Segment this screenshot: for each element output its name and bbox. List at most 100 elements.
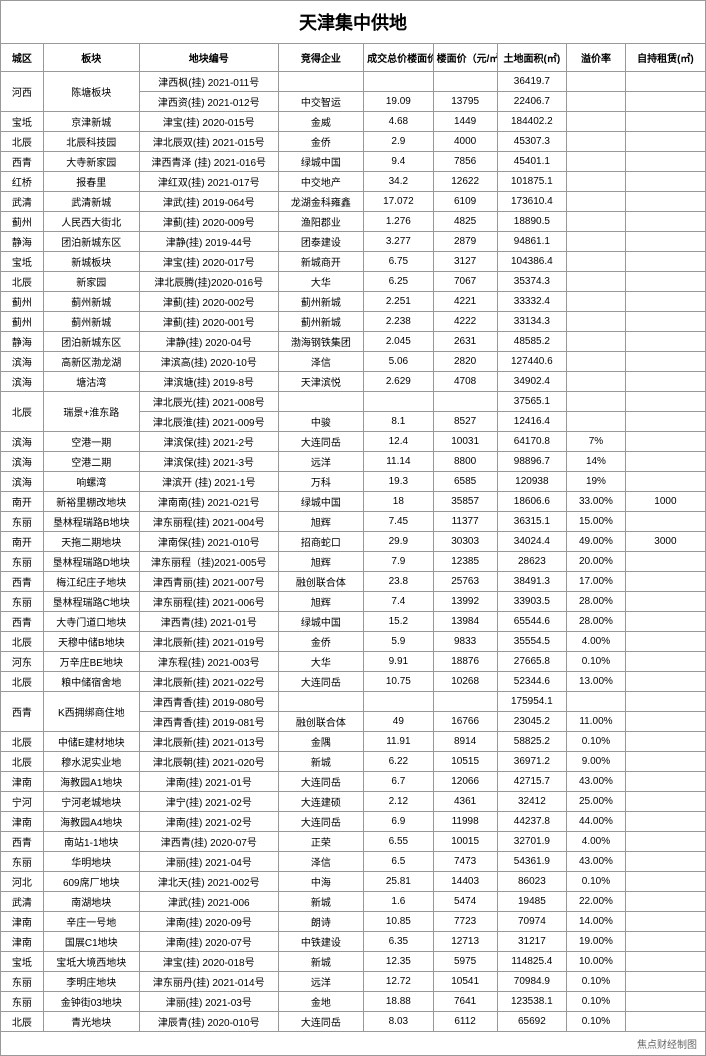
table-cell: 津北辰淮(挂) 2021-009号 — [139, 412, 278, 432]
table-cell: 18 — [364, 492, 433, 512]
table-cell: 7.9 — [364, 552, 433, 572]
table-cell: 0.10% — [567, 872, 626, 892]
table-cell: 大连同岳 — [278, 812, 363, 832]
table-cell: 李明庄地块 — [43, 972, 139, 992]
table-cell: 2.629 — [364, 372, 433, 392]
table-cell: 天拖二期地块 — [43, 532, 139, 552]
table-cell — [567, 392, 626, 412]
table-cell: 0.10% — [567, 972, 626, 992]
table-cell: 6109 — [433, 192, 497, 212]
table-cell: 33332.4 — [497, 292, 566, 312]
table-cell: 5975 — [433, 952, 497, 972]
table-cell — [625, 712, 705, 732]
table-cell: 津辰青(挂) 2020-010号 — [139, 1012, 278, 1032]
table-row: 滨海空港一期津滨保(挂) 2021-2号大连同岳12.41003164170.8… — [1, 432, 706, 452]
table-cell: 10541 — [433, 972, 497, 992]
table-cell: 津滨高(挂) 2020-10号 — [139, 352, 278, 372]
table-row: 蓟州蓟州新城津蓟(挂) 2020-002号蓟州新城2.251422133332.… — [1, 292, 706, 312]
table-cell — [625, 252, 705, 272]
table-cell: 9.91 — [364, 652, 433, 672]
table-cell: 北辰 — [1, 132, 44, 152]
table-cell: 45307.3 — [497, 132, 566, 152]
table-cell — [567, 192, 626, 212]
table-cell: 11.91 — [364, 732, 433, 752]
table-cell: 3127 — [433, 252, 497, 272]
table-cell: 津滨保(挂) 2021-3号 — [139, 452, 278, 472]
table-cell: 44.00% — [567, 812, 626, 832]
table-cell: 东丽 — [1, 552, 44, 572]
table-row: 东丽垦林程瑞路C地块津东丽程(挂) 2021-006号旭辉7.413992339… — [1, 592, 706, 612]
table-cell: 3000 — [625, 532, 705, 552]
table-cell — [567, 292, 626, 312]
table-cell: 8914 — [433, 732, 497, 752]
table-cell — [625, 752, 705, 772]
table-cell: 4361 — [433, 792, 497, 812]
table-cell: 滨海 — [1, 352, 44, 372]
table-cell: 津武(挂) 2021-006 — [139, 892, 278, 912]
table-cell: 津西枫(挂) 2021-011号 — [139, 72, 278, 92]
table-cell: 红桥 — [1, 172, 44, 192]
table-cell: 18606.6 — [497, 492, 566, 512]
table-cell: 11.14 — [364, 452, 433, 472]
table-cell: 津滨保(挂) 2021-2号 — [139, 432, 278, 452]
table-cell: 1000 — [625, 492, 705, 512]
table-cell — [567, 112, 626, 132]
table-cell — [567, 72, 626, 92]
table-cell: 津丽(挂) 2021-04号 — [139, 852, 278, 872]
table-cell: 大寺门道口地块 — [43, 612, 139, 632]
table-cell: 津静(挂) 2020-04号 — [139, 332, 278, 352]
table-cell: 7% — [567, 432, 626, 452]
table-cell: 22406.7 — [497, 92, 566, 112]
table-cell: 泽信 — [278, 352, 363, 372]
table-row: 东丽金钟街03地块津丽(挂) 2021-03号金地18.887641123538… — [1, 992, 706, 1012]
table-cell: 5.9 — [364, 632, 433, 652]
table-cell: 河东 — [1, 652, 44, 672]
table-cell: 空港二期 — [43, 452, 139, 472]
table-cell: 天津滨悦 — [278, 372, 363, 392]
table-cell — [625, 272, 705, 292]
column-header: 竞得企业 — [278, 44, 363, 72]
table-cell: 30303 — [433, 532, 497, 552]
table-cell: 金侨 — [278, 132, 363, 152]
table-cell: 东丽 — [1, 592, 44, 612]
table-cell: 22.00% — [567, 892, 626, 912]
table-cell: 津西青(挂) 2021-01号 — [139, 612, 278, 632]
table-cell: 35857 — [433, 492, 497, 512]
table-cell: 4.00% — [567, 632, 626, 652]
column-header: 楼面价（元/㎡) — [433, 44, 497, 72]
table-cell: 滨海 — [1, 472, 44, 492]
table-cell: 津武(挂) 2019-064号 — [139, 192, 278, 212]
table-cell: 津南南(挂) 2021-021号 — [139, 492, 278, 512]
table-cell: 蓟州新城 — [43, 312, 139, 332]
table-cell: 空港一期 — [43, 432, 139, 452]
table-cell: 绿城中国 — [278, 152, 363, 172]
table-cell — [625, 312, 705, 332]
table-cell — [567, 92, 626, 112]
table-cell: 龙湖金科雍鑫 — [278, 192, 363, 212]
table-row: 河西陈塘板块津西枫(挂) 2021-011号36419.7 — [1, 72, 706, 92]
table-cell: 1.6 — [364, 892, 433, 912]
table-cell: 蓟州 — [1, 292, 44, 312]
table-cell: 大连同岳 — [278, 432, 363, 452]
table-cell: 25.81 — [364, 872, 433, 892]
table-cell — [625, 912, 705, 932]
table-row: 北辰北辰科技园津北辰双(挂) 2021-015号金侨2.9400045307.3 — [1, 132, 706, 152]
table-row: 津南辛庄一号地津南(挂) 2020-09号朗诗10.8577237097414.… — [1, 912, 706, 932]
table-cell: 响螺湾 — [43, 472, 139, 492]
table-cell — [433, 392, 497, 412]
table-cell: 70984.9 — [497, 972, 566, 992]
table-cell — [625, 952, 705, 972]
table-cell: 2820 — [433, 352, 497, 372]
table-cell: 瑞景+淮东路 — [43, 392, 139, 432]
table-cell: 42715.7 — [497, 772, 566, 792]
table-cell: 蓟州 — [1, 312, 44, 332]
table-cell: 旭辉 — [278, 512, 363, 532]
table-cell: 4222 — [433, 312, 497, 332]
table-cell: 大华 — [278, 652, 363, 672]
table-cell: 33.00% — [567, 492, 626, 512]
table-cell: 4000 — [433, 132, 497, 152]
table-cell: 津宝(挂) 2020-018号 — [139, 952, 278, 972]
table-cell: 15.2 — [364, 612, 433, 632]
table-cell: 2.251 — [364, 292, 433, 312]
table-cell: 35554.5 — [497, 632, 566, 652]
